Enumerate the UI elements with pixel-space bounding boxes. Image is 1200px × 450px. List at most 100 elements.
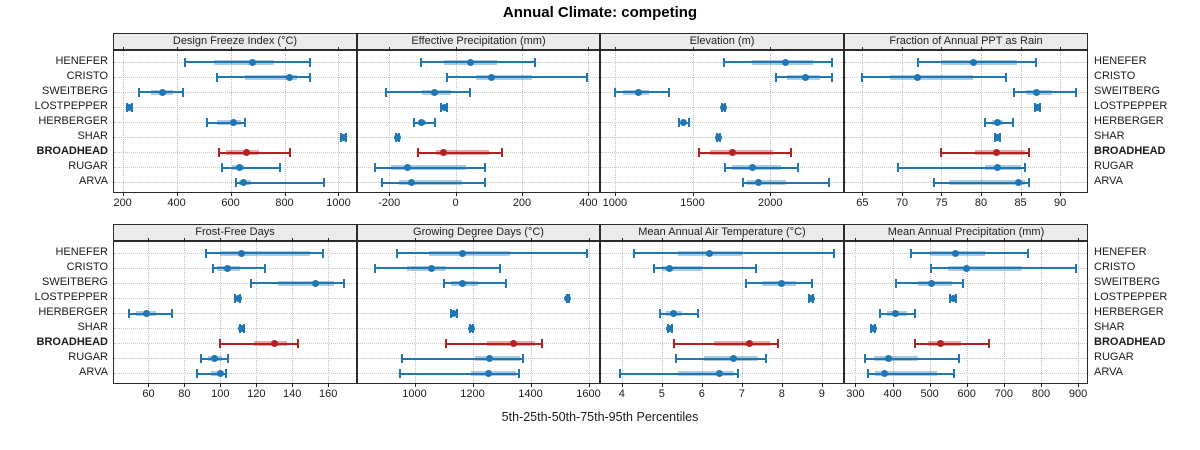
axis-tick-top [1003, 238, 1005, 241]
axis-tick-top [328, 238, 330, 241]
box-25-75 [471, 371, 517, 377]
whisker-cap-right [789, 148, 792, 158]
axis-tick-bottom [588, 192, 590, 196]
box-25-75 [890, 74, 974, 80]
whisker-5-95 [184, 61, 311, 64]
gridline-row [845, 328, 1087, 330]
gridline-row [114, 328, 356, 330]
median-dot [927, 279, 935, 287]
whisker-cap-right [831, 72, 834, 82]
gridline-vertical [1020, 51, 1022, 192]
gridline-vertical [614, 51, 616, 192]
whisker-5-95 [673, 342, 778, 345]
whisker-5-95 [917, 61, 1037, 64]
box-25-75 [475, 356, 521, 362]
gridline-vertical [328, 242, 330, 383]
whisker-cap-left [445, 339, 448, 349]
whisker-cap-left [412, 118, 415, 127]
whisker-cap-right [696, 309, 699, 318]
axis-tick-label: 200 [113, 197, 132, 209]
box-25-75 [677, 371, 734, 377]
panel-header: Design Freeze Index (°C) [113, 33, 357, 50]
axis-tick-label: 200 [512, 197, 532, 209]
whisker-cap-right [499, 263, 502, 273]
whisker-cap-left [399, 369, 402, 379]
axis-tick-top [521, 47, 523, 50]
whisker-cap-left [199, 354, 202, 364]
axis-tick-top [122, 47, 124, 50]
median-dot [238, 325, 246, 333]
median-dot [428, 264, 436, 272]
gridline-vertical [621, 242, 623, 383]
axis-tick-label: 1400 [518, 388, 543, 400]
box-25-75 [984, 165, 1021, 171]
axis-tick-label: 500 [920, 388, 939, 400]
gridline-row [358, 328, 599, 330]
median-dot [952, 249, 960, 257]
median-dot [270, 340, 278, 348]
gridline-row [845, 373, 1087, 375]
whisker-5-95 [933, 181, 1030, 184]
whisker-cap-left [204, 248, 207, 258]
whisker-cap-right [181, 87, 184, 97]
axis-tick-bottom [929, 383, 931, 387]
median-dot [807, 294, 815, 302]
median-dot [1033, 103, 1041, 111]
whisker-cap-left [217, 148, 220, 158]
whisker-cap-left [381, 178, 384, 188]
whisker-5-95 [128, 312, 172, 315]
whisker-cap-left [400, 354, 403, 364]
axis-tick-bottom [781, 383, 783, 387]
whisker-cap-left [417, 148, 420, 158]
gridline-row [601, 282, 843, 284]
whisker-cap-right [309, 57, 312, 67]
box-25-75 [220, 250, 311, 256]
box-25-75 [975, 150, 1025, 156]
whisker-cap-left [206, 118, 209, 127]
whisker-5-95 [619, 372, 738, 375]
whisker-cap-left [983, 118, 986, 127]
median-dot [458, 279, 466, 287]
whisker-5-95 [1014, 91, 1076, 94]
median-dot [949, 294, 957, 302]
median-dot [782, 58, 790, 66]
gridline-vertical [821, 242, 823, 383]
axis-tick-bottom [1078, 383, 1080, 387]
median-dot [236, 164, 244, 172]
whisker-cap-right [1028, 178, 1031, 188]
row-label-left: LOSTPEPPER [34, 99, 108, 112]
axis-tick-top [230, 47, 232, 50]
row-label-left: SHAR [77, 130, 108, 143]
axis-tick-top [770, 47, 772, 50]
median-dot [1014, 179, 1022, 187]
axis-tick-bottom [981, 192, 983, 196]
whisker-cap-left [196, 369, 198, 379]
row-label-left: CRISTO [66, 69, 108, 82]
whisker-5-95 [446, 342, 543, 345]
axis-tick-bottom [230, 192, 232, 196]
axis-tick-label: 1000 [402, 388, 427, 400]
gridline-row [358, 137, 599, 139]
axis-tick-bottom [901, 192, 903, 196]
whisker-cap-left [632, 248, 635, 258]
panel-header: Effective Precipitation (mm) [357, 33, 600, 50]
row-label-right: RUGAR [1094, 160, 1134, 173]
whisker-5-95 [675, 357, 766, 360]
axis-tick-label: 900 [1068, 388, 1088, 400]
gridline-vertical [389, 51, 391, 192]
median-dot [159, 88, 167, 96]
median-dot [937, 340, 945, 348]
row-label-right: SWEITBERG [1094, 84, 1161, 97]
gridline-vertical [1060, 51, 1062, 192]
whisker-cap-right [810, 278, 813, 288]
gridline-vertical [184, 242, 186, 383]
axis-tick-top [588, 47, 590, 50]
gridline-vertical [966, 242, 968, 383]
median-dot [467, 58, 475, 66]
gridline-vertical [256, 242, 258, 383]
whisker-cap-right [226, 354, 229, 364]
panel-header: Frost-Free Days [113, 224, 357, 241]
whisker-5-95 [222, 166, 281, 169]
axis-tick-bottom [770, 192, 772, 196]
axis-tick-bottom [588, 383, 590, 387]
